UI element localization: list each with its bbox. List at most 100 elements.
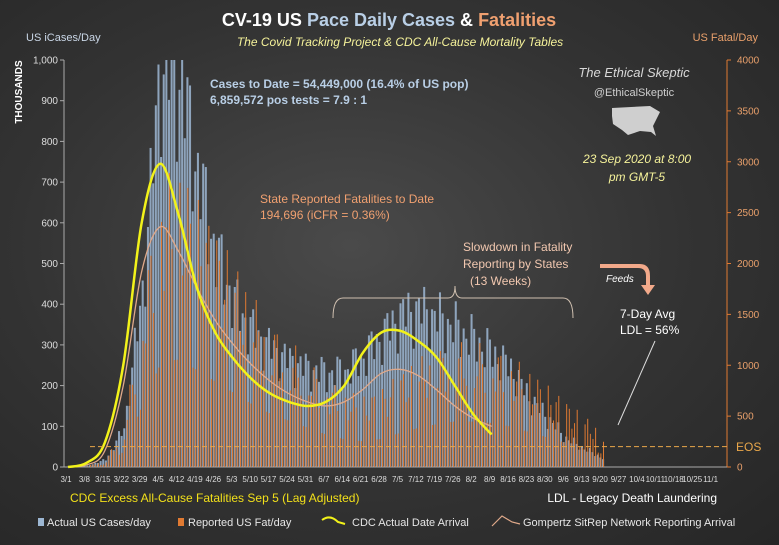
feeds-arrow-icon	[600, 264, 655, 295]
case-bar	[470, 314, 473, 467]
x-tick-label: 8/2	[466, 475, 478, 484]
x-tick-label: 4/19	[187, 475, 203, 484]
case-bar	[488, 339, 491, 467]
case-bar	[265, 337, 268, 467]
fatality-bar	[539, 389, 541, 467]
fatality-bar	[521, 389, 523, 467]
case-bar	[194, 171, 197, 468]
case-bar	[375, 333, 378, 467]
fatality-bar	[358, 440, 360, 467]
fatality-bar	[247, 401, 249, 467]
fatality-bar	[139, 409, 141, 467]
fatality-bar	[421, 356, 423, 467]
slowdown-annotation-line2: Reporting by States	[463, 257, 568, 271]
fatality-bar	[437, 387, 439, 467]
fatality-bar	[408, 397, 410, 467]
fatality-bar	[429, 365, 431, 467]
x-tick-label: 4/12	[169, 475, 185, 484]
fatality-bar	[439, 351, 441, 467]
fatality-bar	[224, 299, 226, 467]
fatality-bar	[545, 436, 547, 467]
fatality-bar	[368, 420, 370, 467]
fatality-bar	[355, 407, 357, 467]
fatality-bar	[395, 434, 397, 467]
avg-annotation-line1: 7-Day Avg	[620, 307, 675, 321]
case-bar	[504, 354, 507, 467]
fatality-bar	[434, 424, 436, 467]
fatality-bar	[134, 394, 136, 467]
avg-annotation-line2: LDL = 56%	[620, 323, 680, 337]
fatality-bar	[442, 357, 444, 467]
x-tick-label: 5/31	[298, 475, 314, 484]
case-bar	[407, 292, 410, 467]
fatality-bar	[284, 419, 286, 467]
case-bar	[191, 211, 194, 467]
fatality-bar	[339, 438, 341, 467]
fatality-bar	[476, 376, 478, 467]
case-bar	[423, 286, 426, 467]
case-bar	[212, 233, 215, 467]
left-tick-labels: 0 100 200 300 400 500 600 700 800 900 1,000	[33, 56, 64, 474]
case-bar	[136, 341, 139, 467]
right-tick-label: 1500	[737, 310, 760, 321]
case-bar	[249, 317, 252, 467]
case-bar	[425, 309, 428, 467]
x-tick-label: 9/20	[592, 475, 608, 484]
fatality-bar	[310, 395, 312, 467]
right-tick-label: 3000	[737, 157, 760, 168]
right-tick-label: 2000	[737, 259, 760, 270]
fatality-bar	[184, 267, 186, 467]
fatality-bar	[203, 309, 205, 467]
fatality-bar	[597, 452, 599, 467]
left-tick-label: 500	[41, 259, 58, 270]
date-line2: pm GMT-5	[608, 170, 666, 184]
fatality-bar	[603, 441, 605, 467]
fatality-bar	[537, 379, 539, 467]
avg-pointer-line	[617, 340, 656, 426]
x-tick-label: 3/15	[95, 475, 111, 484]
fatality-bar	[500, 355, 502, 467]
fatality-bar	[524, 430, 526, 467]
fatality-bar	[410, 365, 412, 467]
fatality-bar	[308, 395, 310, 467]
fatality-bar	[379, 439, 381, 467]
x-tick-label: 4/26	[206, 475, 222, 484]
fatality-bar	[324, 433, 326, 467]
fatality-bar	[558, 395, 560, 467]
fatality-bar	[397, 433, 399, 467]
case-bar	[541, 402, 544, 467]
fatality-bar	[384, 398, 386, 467]
x-tick-label: 7/26	[445, 475, 461, 484]
x-tick-label: 8/9	[484, 475, 496, 484]
fatality-bar	[479, 343, 481, 467]
fatality-bar	[571, 428, 573, 467]
case-bar	[454, 301, 457, 467]
fatality-bar	[405, 402, 407, 467]
case-bar	[283, 343, 286, 467]
fatality-bar	[458, 358, 460, 467]
fatality-bar	[418, 381, 420, 467]
fatality-bar	[497, 357, 499, 467]
title-part-3: Fatalities	[478, 10, 556, 30]
feeds-label: Feeds	[606, 274, 634, 285]
case-bar	[357, 376, 360, 467]
fatality-bar	[95, 464, 97, 467]
fatality-bar	[276, 334, 278, 467]
x-tick-label: 6/28	[371, 475, 387, 484]
fatality-bar	[174, 360, 176, 467]
fatality-bar	[416, 428, 418, 467]
case-bar	[396, 353, 399, 467]
case-bar	[507, 376, 510, 467]
case-bar	[304, 353, 307, 467]
x-tick-label: 6/21	[353, 475, 369, 484]
fatality-bar	[205, 242, 207, 467]
fatality-bar	[431, 425, 433, 467]
x-tick-label: 7/12	[408, 475, 424, 484]
case-bar	[173, 60, 176, 467]
fatality-bar	[581, 447, 583, 467]
x-tick-label: 5/24	[279, 475, 295, 484]
fatality-bar	[153, 313, 155, 467]
fatality-bar	[332, 392, 334, 467]
fatality-bar	[116, 448, 118, 467]
